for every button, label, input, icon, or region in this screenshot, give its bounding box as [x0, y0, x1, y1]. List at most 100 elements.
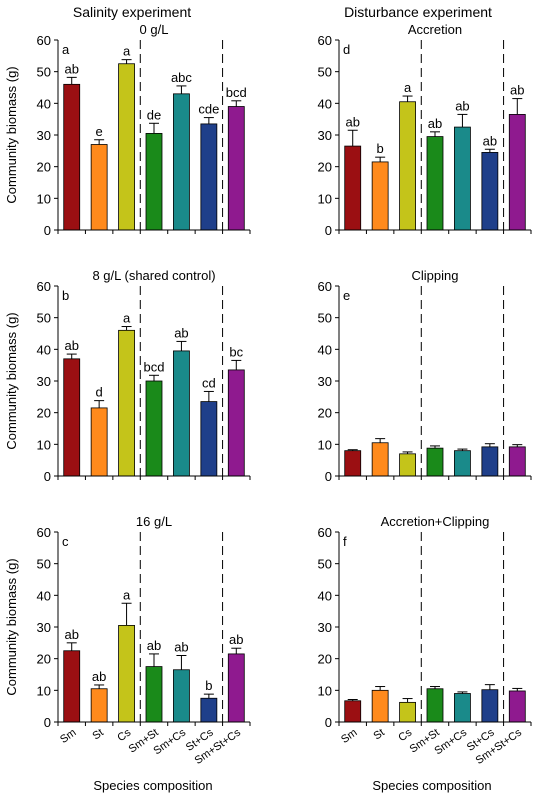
significance-label: ab: [455, 98, 469, 113]
significance-label: ab: [345, 114, 359, 129]
y-tick-label: 0: [325, 715, 332, 730]
y-tick-label: 40: [37, 588, 51, 603]
panel-e: 0 10 20 30 40 50 60 e Clipping: [318, 268, 532, 484]
panel-letter: e: [343, 288, 350, 303]
panel-letter: a: [62, 42, 70, 57]
bar-a-4: [145, 133, 163, 231]
significance-label: bc: [229, 344, 243, 359]
significance-label: bcd: [226, 85, 247, 100]
panel-letter: b: [62, 288, 69, 303]
x-axis-label-left: Species composition: [93, 778, 212, 793]
panel-title: Accretion: [408, 22, 462, 37]
panel-title: 16 g/L: [136, 514, 172, 529]
column-title-right: Disturbance experiment: [344, 4, 492, 20]
y-tick-label: 10: [37, 437, 51, 452]
y-tick-label: 60: [318, 33, 332, 48]
y-tick-label: 0: [44, 469, 51, 484]
bar-b-1: [63, 358, 81, 477]
y-tick-label: 50: [318, 65, 332, 80]
y-tick-label: 50: [37, 65, 51, 80]
y-tick-label: 20: [318, 406, 332, 421]
panel-letter: f: [343, 534, 347, 549]
bar-a-3: [118, 63, 135, 231]
x-category-label: Sm: [58, 727, 78, 746]
y-tick-label: 10: [318, 683, 332, 698]
bar-e-5: [454, 450, 471, 477]
y-tick-label: 60: [318, 279, 332, 294]
y-tick-label: 20: [37, 652, 51, 667]
significance-label: ab: [92, 669, 106, 684]
bar-a-2: [90, 144, 108, 231]
bar-b-3: [118, 329, 135, 477]
column-title-left: Salinity experiment: [73, 4, 191, 20]
bar-d-7: [508, 114, 526, 231]
significance-label: d: [96, 385, 103, 400]
y-tick-label: 40: [37, 96, 51, 111]
significance-label: cde: [198, 102, 219, 117]
significance-label: e: [96, 124, 103, 139]
bar-f-5: [454, 693, 471, 723]
y-tick-label: 20: [318, 652, 332, 667]
significance-label: de: [147, 107, 161, 122]
significance-label: a: [123, 311, 131, 326]
bar-b-4: [145, 380, 163, 477]
bar-f-4: [426, 688, 444, 723]
panel-title: Clipping: [412, 268, 459, 283]
bar-d-1: [344, 145, 362, 231]
panel-title: Accretion+Clipping: [381, 514, 490, 529]
significance-label: a: [404, 80, 412, 95]
significance-label: abc: [171, 70, 192, 85]
significance-label: ab: [147, 638, 161, 653]
y-tick-label: 0: [44, 223, 51, 238]
y-tick-label: 40: [37, 342, 51, 357]
bar-e-2: [371, 442, 389, 477]
bar-d-2: [371, 161, 389, 231]
y-tick-label: 0: [44, 715, 51, 730]
significance-label: ab: [229, 632, 243, 647]
significance-label: ab: [64, 338, 78, 353]
bar-a-1: [63, 83, 81, 231]
bar-d-6: [481, 152, 499, 231]
y-tick-label: 30: [37, 620, 51, 635]
bar-c-5: [173, 669, 190, 723]
significance-label: ab: [510, 83, 524, 98]
bar-e-6: [481, 446, 499, 477]
x-category-label: Sm: [339, 727, 359, 746]
bar-b-5: [173, 350, 190, 477]
bar-c-1: [63, 650, 81, 723]
y-tick-label: 20: [37, 406, 51, 421]
y-tick-label: 10: [318, 191, 332, 206]
y-tick-label: 20: [318, 160, 332, 175]
bar-f-7: [508, 690, 526, 723]
significance-label: b: [377, 141, 384, 156]
bar-b-7: [227, 369, 245, 477]
y-tick-label: 30: [318, 374, 332, 389]
y-tick-label: 50: [318, 557, 332, 572]
significance-label: a: [123, 44, 131, 59]
bar-c-6: [200, 697, 218, 723]
x-category-label: Sm+Cs: [151, 726, 188, 757]
y-tick-label: 50: [318, 311, 332, 326]
bar-b-2: [90, 407, 108, 477]
bar-f-2: [371, 689, 389, 723]
bar-a-7: [227, 106, 245, 231]
y-tick-label: 60: [37, 525, 51, 540]
y-axis-label: Community biomass (g): [4, 312, 19, 449]
bar-c-7: [227, 653, 245, 723]
y-axis-label: Community biomass (g): [4, 558, 19, 695]
y-tick-label: 30: [37, 374, 51, 389]
y-tick-label: 30: [37, 128, 51, 143]
y-tick-label: 40: [318, 342, 332, 357]
y-tick-label: 10: [37, 191, 51, 206]
bar-c-2: [90, 688, 108, 723]
y-tick-label: 10: [318, 437, 332, 452]
bar-d-5: [454, 126, 471, 231]
bar-a-6: [200, 123, 218, 231]
x-category-label: St: [371, 727, 386, 743]
significance-label: ab: [64, 61, 78, 76]
